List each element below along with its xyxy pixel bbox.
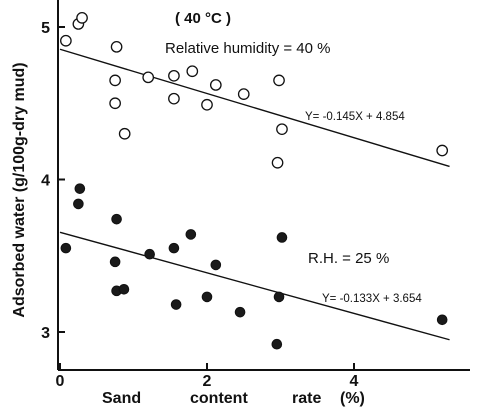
data-point-rh40 bbox=[276, 123, 288, 136]
points-group bbox=[60, 12, 449, 350]
fit-lines-group bbox=[59, 48, 450, 341]
x-axis-label-unit: (%) bbox=[340, 390, 365, 407]
data-point-rh40 bbox=[271, 156, 284, 169]
data-point-rh25 bbox=[271, 338, 283, 350]
data-point-rh25 bbox=[276, 232, 288, 243]
ticks-group: 0 2 4 3 4 5 bbox=[41, 20, 358, 390]
data-point-rh40 bbox=[76, 12, 88, 24]
data-point-rh25 bbox=[201, 291, 213, 303]
fit-label-rh40: Y= -0.145X + 4.854 bbox=[305, 111, 405, 123]
data-point-rh25 bbox=[74, 183, 86, 194]
data-point-rh40 bbox=[109, 74, 121, 87]
y-tick-label: 3 bbox=[41, 325, 50, 342]
data-point-rh25 bbox=[436, 314, 448, 326]
data-point-rh25 bbox=[170, 299, 182, 310]
data-point-rh40 bbox=[142, 71, 155, 84]
data-point-rh40 bbox=[273, 74, 285, 87]
data-point-rh25 bbox=[109, 256, 121, 268]
data-point-rh40 bbox=[109, 97, 121, 110]
y-tick-label: 5 bbox=[41, 20, 50, 37]
x-axis-label-rate: rate bbox=[292, 390, 321, 407]
x-tick-label: 4 bbox=[350, 373, 359, 390]
data-point-rh40 bbox=[118, 127, 131, 140]
x-axis-label-sand: Sand bbox=[102, 390, 141, 407]
data-point-rh40 bbox=[201, 98, 213, 111]
data-point-rh25 bbox=[210, 259, 222, 271]
x-tick-label: 0 bbox=[56, 373, 65, 390]
fit-label-rh25: Y= -0.133X + 3.654 bbox=[322, 293, 422, 305]
data-point-rh25 bbox=[234, 306, 246, 318]
fit-line-rh25 bbox=[59, 231, 450, 341]
data-point-rh25 bbox=[73, 198, 84, 210]
data-point-rh25 bbox=[144, 248, 155, 260]
data-point-rh25 bbox=[118, 284, 130, 295]
data-point-rh40 bbox=[168, 92, 180, 105]
series-label-rh25: R.H. = 25 % bbox=[308, 250, 389, 267]
data-point-rh25 bbox=[60, 242, 72, 254]
fit-line-rh40 bbox=[59, 48, 450, 168]
data-point-rh40 bbox=[168, 69, 180, 82]
data-point-rh40 bbox=[186, 65, 199, 78]
series-label-rh40: Relative humidity = 40 % bbox=[165, 40, 331, 57]
data-point-rh25 bbox=[111, 213, 122, 225]
data-point-rh40 bbox=[209, 79, 222, 91]
data-point-rh40 bbox=[237, 88, 250, 100]
data-point-rh25 bbox=[273, 291, 285, 303]
data-point-rh25 bbox=[168, 242, 180, 254]
data-point-rh40 bbox=[436, 144, 449, 157]
data-point-rh25 bbox=[185, 229, 197, 240]
data-point-rh40 bbox=[60, 34, 72, 47]
x-axis-label-content: content bbox=[190, 390, 248, 407]
data-point-rh40 bbox=[110, 40, 123, 53]
x-tick-label: 2 bbox=[203, 373, 212, 390]
y-axis-label: Adsorbed water (g/100g-dry mud) bbox=[11, 62, 28, 317]
y-tick-label: 4 bbox=[41, 173, 50, 190]
chart-title: ( 40 °C ) bbox=[175, 10, 231, 27]
